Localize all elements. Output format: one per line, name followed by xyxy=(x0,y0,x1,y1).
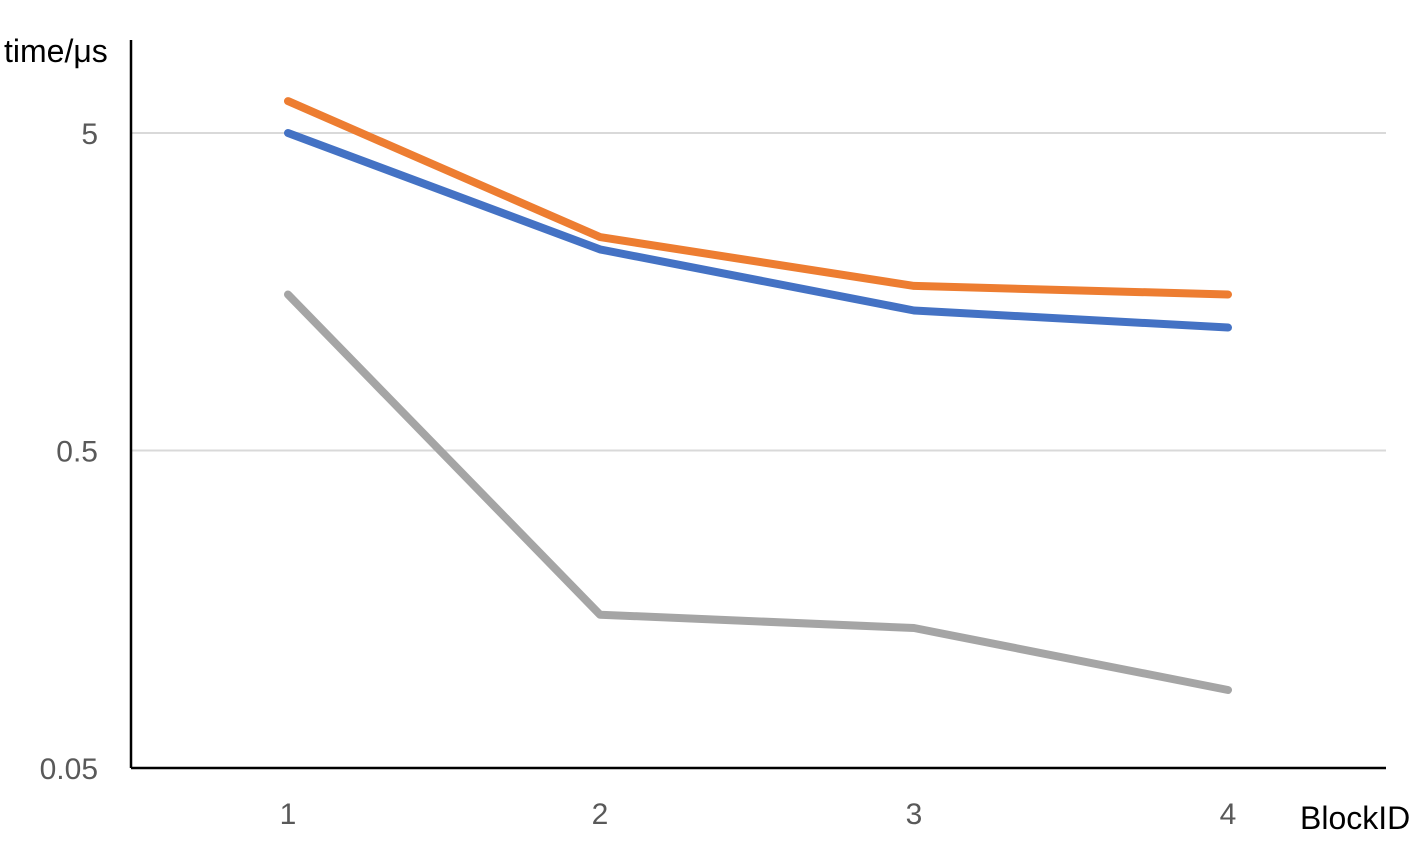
y-axis-title: time/μs xyxy=(4,33,108,69)
x-tick-label: 4 xyxy=(1220,798,1237,831)
y-tick-label: 0.05 xyxy=(40,753,98,786)
y-tick-labels: 5 0.5 0.05 xyxy=(40,118,98,786)
x-tick-label: 1 xyxy=(280,798,297,831)
y-tick-label: 5 xyxy=(81,118,98,151)
series-line-2 xyxy=(284,129,1232,332)
x-axis-title: BlockID xyxy=(1300,800,1410,836)
series-line-3 xyxy=(284,290,1232,694)
y-tick-label: 0.5 xyxy=(56,436,98,469)
series-line-1 xyxy=(284,97,1232,299)
gridlines xyxy=(131,132,1386,452)
axes xyxy=(129,40,1386,770)
series-lines xyxy=(284,97,1232,694)
x-tick-label: 3 xyxy=(906,798,923,831)
x-tick-labels: 1 2 3 4 xyxy=(280,798,1237,831)
x-tick-label: 2 xyxy=(592,798,609,831)
